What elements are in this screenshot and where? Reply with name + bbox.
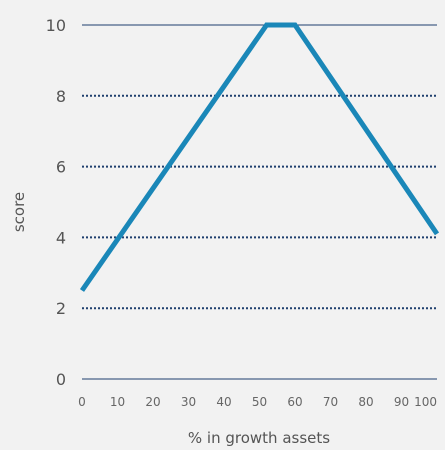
y-tick-label: 10: [46, 16, 66, 35]
y-tick-label: 8: [56, 87, 66, 106]
series-line-0: [79, 22, 440, 292]
series-layer: [79, 22, 440, 292]
x-tick-label: 100: [414, 395, 437, 409]
x-tick-label: 10: [110, 395, 125, 409]
x-axis-label: % in growth assets: [188, 429, 330, 447]
x-tick-labels: 0 10 20 30 40 50 60 70 80 90 100: [78, 395, 437, 409]
x-tick-label: 0: [78, 395, 86, 409]
x-tick-label: 70: [323, 395, 338, 409]
x-tick-label: 80: [358, 395, 373, 409]
x-tick-label: 20: [145, 395, 160, 409]
x-tick-label: 40: [216, 395, 231, 409]
x-tick-label: 50: [252, 395, 267, 409]
y-axis-label: score: [10, 192, 28, 232]
x-tick-label: 30: [181, 395, 196, 409]
y-tick-label: 2: [56, 299, 66, 318]
y-tick-label: 6: [56, 158, 66, 177]
x-tick-label: 60: [287, 395, 302, 409]
y-tick-labels: 0 2 4 6 8 10: [46, 16, 66, 389]
y-tick-label: 0: [56, 370, 66, 389]
grid-layer: [82, 24, 437, 380]
x-tick-label: 90: [394, 395, 409, 409]
y-tick-label: 4: [56, 228, 66, 247]
